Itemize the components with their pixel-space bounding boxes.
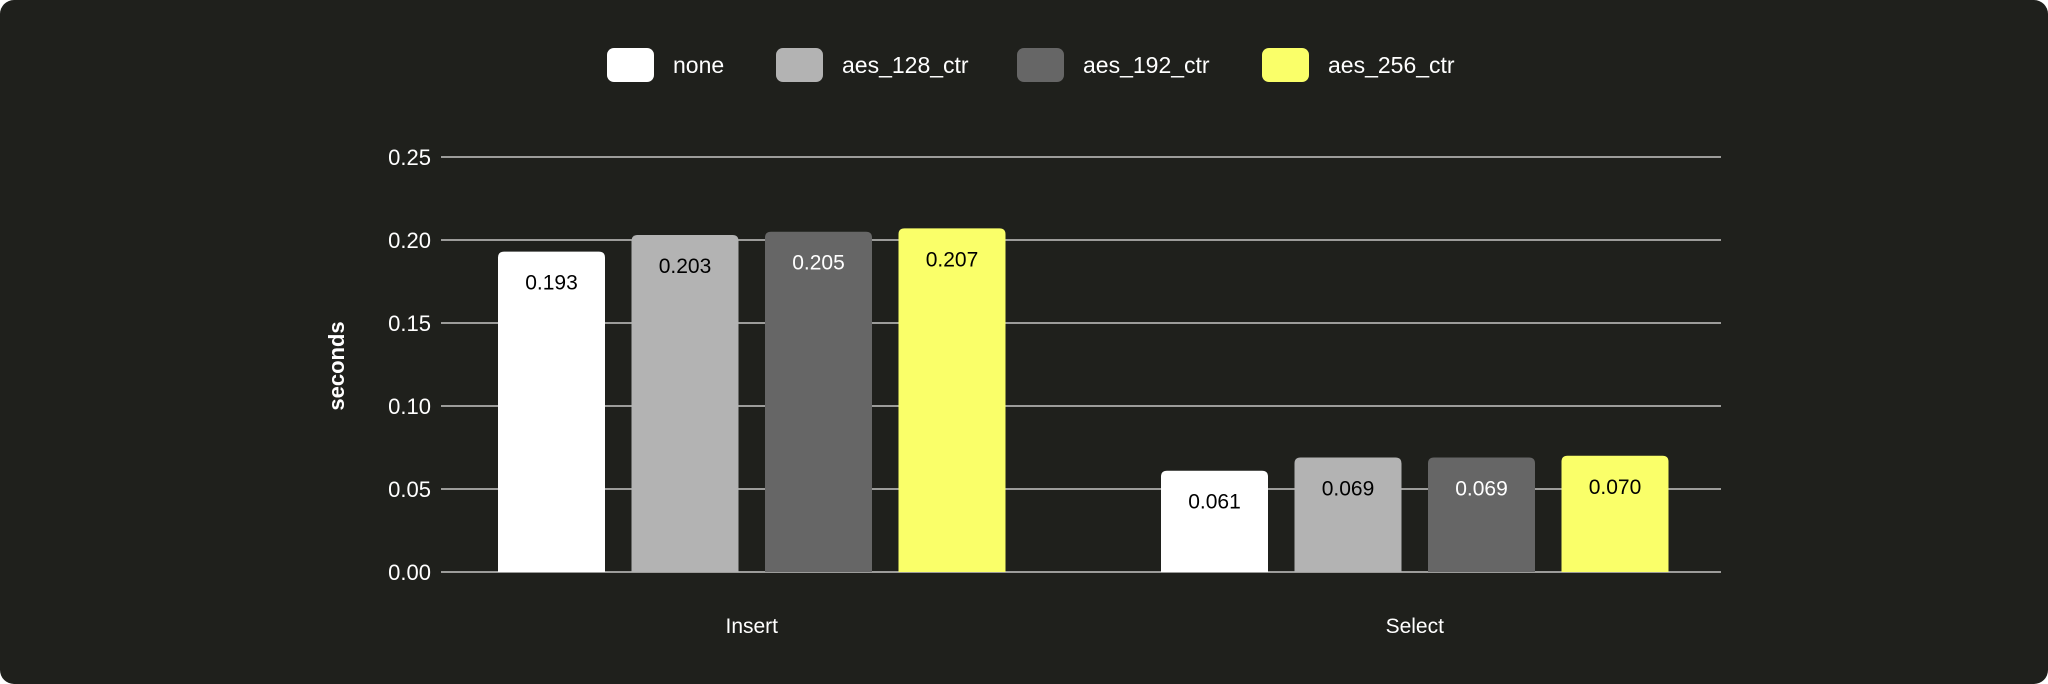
bar-value-label: 0.069 xyxy=(1322,477,1375,500)
bar xyxy=(1561,455,1669,572)
legend-label: aes_256_ctr xyxy=(1328,51,1455,78)
bar-value-label: 0.061 xyxy=(1188,491,1241,514)
bar xyxy=(498,251,605,572)
legend-label: none xyxy=(673,51,725,78)
legend-swatch xyxy=(1017,48,1064,82)
y-tick-label: 0.25 xyxy=(388,145,431,170)
legend-swatch xyxy=(607,48,654,82)
y-tick-label: 0.00 xyxy=(388,560,431,585)
bar-value-label: 0.070 xyxy=(1589,476,1642,499)
bar xyxy=(631,235,739,572)
legend-swatch xyxy=(1262,48,1309,82)
bar-value-label: 0.203 xyxy=(659,255,712,278)
x-category-label: Select xyxy=(1386,615,1445,638)
bar xyxy=(1428,457,1535,572)
legend-item[interactable]: aes_256_ctr xyxy=(1262,48,1455,82)
y-axis-label: seconds xyxy=(324,321,349,410)
y-tick-label: 0.15 xyxy=(388,311,431,336)
bar xyxy=(1294,457,1402,572)
bar-value-label: 0.207 xyxy=(926,248,979,271)
bar-value-label: 0.193 xyxy=(525,272,578,295)
legend-label: aes_192_ctr xyxy=(1083,51,1210,78)
y-tick-label: 0.10 xyxy=(388,394,431,419)
legend-item[interactable]: none xyxy=(607,48,724,82)
legend-label: aes_128_ctr xyxy=(842,51,969,78)
y-tick-label: 0.20 xyxy=(388,228,431,253)
x-category-label: Insert xyxy=(725,615,778,638)
y-tick-label: 0.05 xyxy=(388,477,431,502)
bar-value-label: 0.069 xyxy=(1455,477,1508,500)
bar xyxy=(1161,470,1268,572)
bar-value-label: 0.205 xyxy=(792,252,845,275)
legend-item[interactable]: aes_128_ctr xyxy=(776,48,969,82)
bar xyxy=(765,231,872,572)
legend-swatch xyxy=(776,48,823,82)
bar xyxy=(898,228,1006,572)
legend-item[interactable]: aes_192_ctr xyxy=(1017,48,1210,82)
